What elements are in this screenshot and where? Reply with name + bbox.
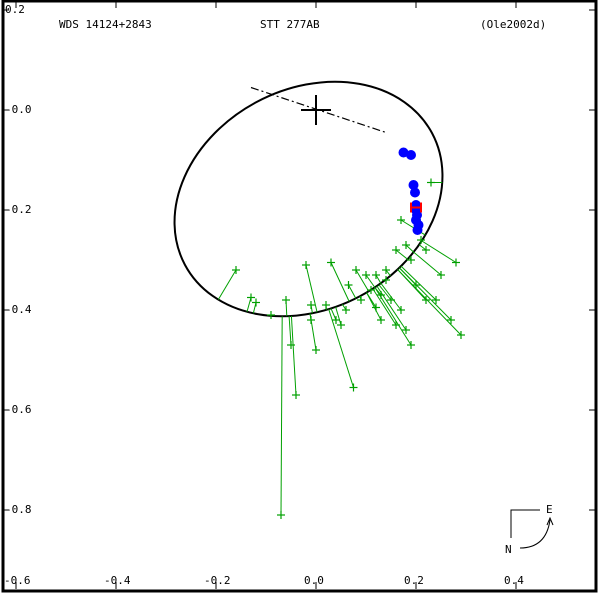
y-tick-label: -0.4 xyxy=(5,303,32,316)
hipparcos-marker xyxy=(410,202,422,213)
discoverer-label: STT 277AB xyxy=(260,18,320,31)
micrometer-measures xyxy=(217,178,465,519)
wds-id-label: WDS 14124+2843 xyxy=(59,18,152,31)
orbit-reference-label: (Ole2002d) xyxy=(480,18,547,31)
y-tick-label: 0.2 xyxy=(5,3,25,16)
y-tick-label: -0.6 xyxy=(5,403,32,416)
x-tick-label: -0.2 xyxy=(204,574,231,587)
compass-icon xyxy=(510,509,554,549)
compass-north-label: N xyxy=(505,543,512,556)
compass-east-label: E xyxy=(546,503,553,516)
axis-ticks xyxy=(3,2,595,589)
y-tick-label: -0.2 xyxy=(5,203,32,216)
primary-star-cross-icon xyxy=(301,95,331,125)
x-tick-label: 0.0 xyxy=(304,574,324,587)
y-tick-label: -0.8 xyxy=(5,503,32,516)
x-tick-label: -0.4 xyxy=(104,574,131,587)
x-tick-label: 0.4 xyxy=(504,574,524,587)
speckle-measures xyxy=(398,147,424,235)
x-tick-label: -0.6 xyxy=(4,574,31,587)
y-tick-label: -0.0 xyxy=(5,103,32,116)
orbit-ellipse xyxy=(173,80,444,318)
x-tick-label: 0.2 xyxy=(404,574,424,587)
